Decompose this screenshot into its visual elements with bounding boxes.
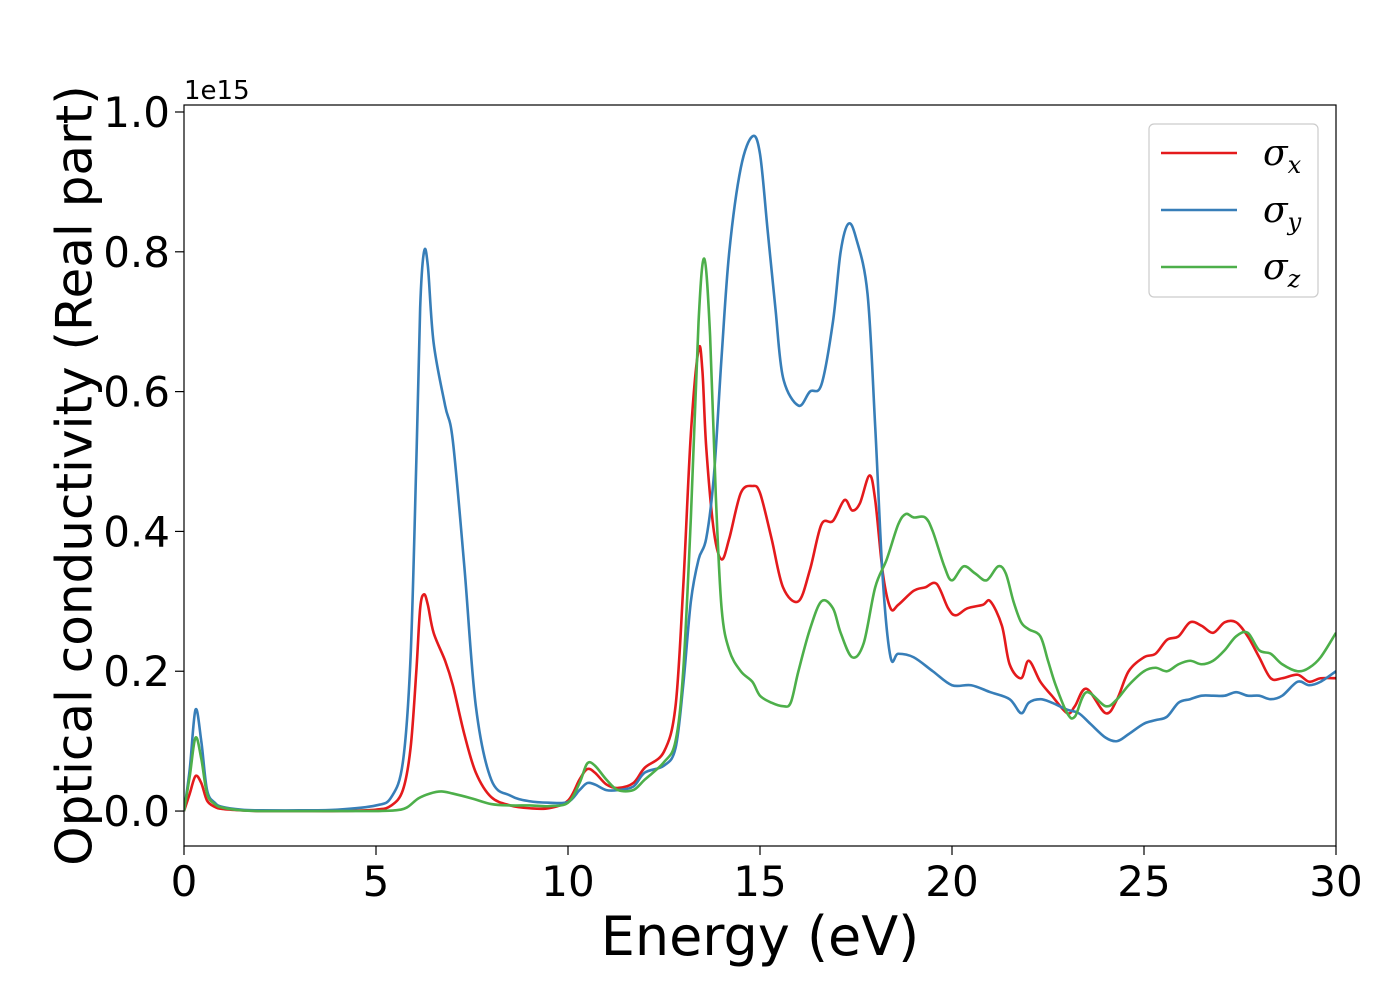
x-tick-label: 15	[733, 857, 786, 906]
y-tick-label: 0.8	[103, 228, 170, 277]
legend-label-y: σy	[1263, 190, 1302, 236]
legend-label-symbol: σ	[1263, 133, 1289, 174]
y-tick-label: 0.2	[103, 647, 170, 696]
x-tick-label: 20	[925, 857, 978, 906]
ticks-layer: 0 5 10 15 20 25 30 0.0 0.2 0.4 0.6 0.8 1.0	[103, 88, 1363, 906]
x-axis-label: Energy (eV)	[601, 905, 920, 968]
x-tick-label: 25	[1117, 857, 1170, 906]
legend-label-subscript: z	[1287, 265, 1301, 293]
x-tick-label: 5	[363, 857, 390, 906]
y-tick-label: 0.4	[103, 507, 170, 556]
y-tick-label: 1.0	[103, 88, 170, 137]
series-layer	[184, 134, 1336, 813]
y-axis-offset-text: 1e15	[184, 76, 250, 106]
legend-label-subscript: x	[1288, 151, 1302, 179]
legend-label-z: σz	[1263, 247, 1301, 293]
legend-label-subscript: y	[1287, 208, 1302, 236]
series-line-y	[184, 134, 1336, 812]
series-line-x	[184, 344, 1336, 813]
legend-label-x: σx	[1263, 133, 1302, 179]
y-tick-label: 0.6	[103, 368, 170, 417]
series-line-z	[184, 257, 1336, 813]
legend-label-symbol: σ	[1263, 190, 1289, 231]
x-tick-label: 0	[171, 857, 198, 906]
y-axis-label: Optical conductivity (Real part)	[46, 85, 104, 866]
legend-label-symbol: σ	[1263, 247, 1289, 288]
x-tick-label: 30	[1309, 857, 1362, 906]
y-tick-label: 0.0	[103, 787, 170, 836]
x-tick-label: 10	[541, 857, 594, 906]
